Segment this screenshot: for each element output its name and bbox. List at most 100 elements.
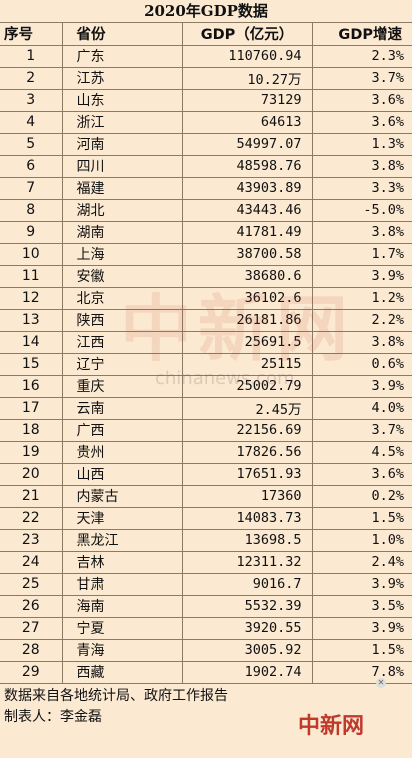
table-row: 1 广东 110760.94 2.3%: [0, 44, 412, 68]
row-index: 19: [0, 440, 63, 464]
row-gdp: 1902.74: [181, 660, 313, 684]
row-gdp: 17651.93: [181, 462, 313, 486]
header-gdp: GDP（亿元）: [181, 23, 313, 46]
row-gdp: 10.27万: [181, 66, 313, 90]
row-index: 11: [0, 264, 63, 288]
row-province: 宁夏: [61, 616, 183, 640]
row-index: 24: [0, 550, 63, 574]
row-gdp: 64613: [181, 110, 313, 134]
row-growth: 2.3%: [311, 44, 412, 68]
row-growth: 0.6%: [311, 352, 412, 376]
row-index: 25: [0, 572, 63, 596]
row-province: 浙江: [61, 110, 183, 134]
row-growth: 3.7%: [311, 66, 412, 90]
row-index: 2: [0, 66, 63, 90]
row-index: 7: [0, 176, 63, 200]
row-gdp: 54997.07: [181, 132, 313, 156]
row-gdp: 3005.92: [181, 638, 313, 662]
header-province: 省份: [61, 23, 183, 46]
row-index: 14: [0, 330, 63, 354]
row-province: 陕西: [61, 308, 183, 332]
row-province: 北京: [61, 286, 183, 310]
row-province: 福建: [61, 176, 183, 200]
row-province: 吉林: [61, 550, 183, 574]
table-row: 12 北京 36102.6 1.2%: [0, 286, 412, 310]
row-growth: 3.8%: [311, 220, 412, 244]
row-index: 12: [0, 286, 63, 310]
row-index: 18: [0, 418, 63, 442]
row-index: 15: [0, 352, 63, 376]
row-index: 22: [0, 506, 63, 530]
table-row: 2 江苏 10.27万 3.7%: [0, 66, 412, 90]
table-row: 24 吉林 12311.32 2.4%: [0, 550, 412, 574]
row-province: 四川: [61, 154, 183, 178]
row-index: 3: [0, 88, 63, 112]
row-province: 江苏: [61, 66, 183, 90]
row-province: 天津: [61, 506, 183, 530]
table-row: 21 内蒙古 17360 0.2%: [0, 484, 412, 508]
row-gdp: 26181.86: [181, 308, 313, 332]
row-growth: 4.0%: [311, 396, 412, 420]
row-growth: 2.4%: [311, 550, 412, 574]
row-gdp: 17826.56: [181, 440, 313, 464]
row-gdp: 5532.39: [181, 594, 313, 618]
row-province: 西藏: [61, 660, 183, 684]
row-index: 21: [0, 484, 63, 508]
row-province: 青海: [61, 638, 183, 662]
row-index: 28: [0, 638, 63, 662]
table-row: 15 辽宁 25115 0.6%: [0, 352, 412, 376]
table-row: 11 安徽 38680.6 3.9%: [0, 264, 412, 288]
row-gdp: 14083.73: [181, 506, 313, 530]
row-province: 甘肃: [61, 572, 183, 596]
row-index: 20: [0, 462, 63, 486]
row-growth: 3.9%: [311, 374, 412, 398]
table-row: 28 青海 3005.92 1.5%: [0, 638, 412, 662]
row-index: 27: [0, 616, 63, 640]
row-province: 湖北: [61, 198, 183, 222]
row-growth: 4.5%: [311, 440, 412, 464]
row-index: 8: [0, 198, 63, 222]
row-gdp: 41781.49: [181, 220, 313, 244]
row-gdp: 12311.32: [181, 550, 313, 574]
table-row: 16 重庆 25002.79 3.9%: [0, 374, 412, 398]
row-gdp: 36102.6: [181, 286, 313, 310]
table-row: 3 山东 73129 3.6%: [0, 88, 412, 112]
table-row: 9 湖南 41781.49 3.8%: [0, 220, 412, 244]
close-icon[interactable]: ✕: [376, 678, 386, 688]
row-index: 17: [0, 396, 63, 420]
row-growth: 1.0%: [311, 528, 412, 552]
row-province: 重庆: [61, 374, 183, 398]
table-row: 29 西藏 1902.74 7.8%: [0, 660, 412, 684]
row-growth: 1.2%: [311, 286, 412, 310]
row-province: 江西: [61, 330, 183, 354]
data-source-note: 数据来自各地统计局、政府工作报告: [4, 687, 228, 704]
row-province: 河南: [61, 132, 183, 156]
table-row: 10 上海 38700.58 1.7%: [0, 242, 412, 266]
row-province: 安徽: [61, 264, 183, 288]
table-row: 19 贵州 17826.56 4.5%: [0, 440, 412, 464]
row-growth: 3.9%: [311, 572, 412, 596]
row-province: 内蒙古: [61, 484, 183, 508]
row-province: 上海: [61, 242, 183, 266]
row-gdp: 38680.6: [181, 264, 313, 288]
row-province: 贵州: [61, 440, 183, 464]
table-row: 8 湖北 43443.46 -5.0%: [0, 198, 412, 222]
row-gdp: 43443.46: [181, 198, 313, 222]
header-index: 序号: [0, 23, 63, 46]
author-note: 制表人：李金磊: [4, 708, 102, 725]
row-growth: 1.3%: [311, 132, 412, 156]
row-index: 6: [0, 154, 63, 178]
row-gdp: 110760.94: [181, 44, 313, 68]
row-gdp: 17360: [181, 484, 313, 508]
table-row: 13 陕西 26181.86 2.2%: [0, 308, 412, 332]
row-index: 16: [0, 374, 63, 398]
table-row: 27 宁夏 3920.55 3.9%: [0, 616, 412, 640]
table-row: 7 福建 43903.89 3.3%: [0, 176, 412, 200]
row-index: 5: [0, 132, 63, 156]
row-province: 云南: [61, 396, 183, 420]
row-gdp: 13698.5: [181, 528, 313, 552]
footer: 数据来自各地统计局、政府工作报告 制表人：李金磊: [0, 684, 412, 728]
table-row: 17 云南 2.45万 4.0%: [0, 396, 412, 420]
row-growth: 3.9%: [311, 616, 412, 640]
row-gdp: 73129: [181, 88, 313, 112]
